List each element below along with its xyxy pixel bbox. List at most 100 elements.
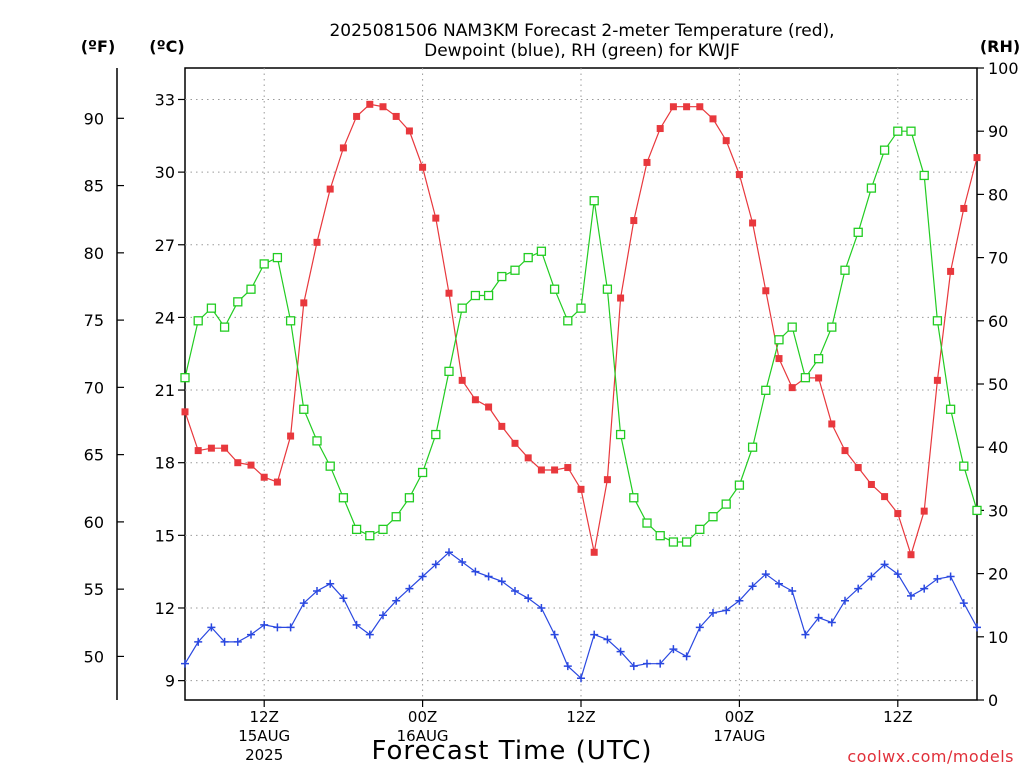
rh-point-2 <box>206 303 217 313</box>
celsius-tick-label-12: 12 <box>155 599 175 618</box>
dewpoint-point-46 <box>788 587 797 596</box>
dewpoint-point-19 <box>431 560 440 569</box>
rh-point-21 <box>457 303 467 313</box>
rh-point-27 <box>536 246 547 256</box>
temperature-point-29 <box>564 464 572 472</box>
temperature-point-51 <box>854 464 862 472</box>
temperature-point-31 <box>590 548 598 556</box>
rh-point-38 <box>681 537 692 547</box>
dewpoint-point-21 <box>458 557 467 566</box>
rh-point-47 <box>800 373 811 383</box>
rh-point-58 <box>945 404 956 414</box>
rh-point-11 <box>325 461 335 471</box>
rh-point-43 <box>747 442 758 452</box>
time-tick-date-3: 17AUG <box>713 727 765 745</box>
temperature-point-42 <box>735 171 743 179</box>
dewpoint-point-49 <box>827 618 836 627</box>
dewpoint-point-28 <box>550 630 559 639</box>
temperature-point-10 <box>313 238 321 246</box>
rh-point-45 <box>774 335 784 345</box>
rh-tick-label-70: 70 <box>988 249 1008 268</box>
dewpoint-point-45 <box>775 579 783 588</box>
temperature-point-45 <box>775 355 783 363</box>
rh-point-8 <box>285 316 296 326</box>
rh-point-12 <box>338 493 349 503</box>
temperature-point-11 <box>326 185 334 193</box>
rh-tick-label-100: 100 <box>988 59 1019 78</box>
fahrenheit-tick-label-60: 60 <box>84 513 104 532</box>
rh-tick-label-60: 60 <box>988 312 1008 331</box>
dewpoint-point-59 <box>959 599 968 608</box>
dewpoint-point-41 <box>722 606 731 615</box>
fahrenheit-tick-label-65: 65 <box>84 446 104 465</box>
rh-point-53 <box>879 145 890 155</box>
rh-tick-label-80: 80 <box>988 185 1008 204</box>
temperature-point-33 <box>617 294 625 302</box>
temperature-point-6 <box>260 473 268 481</box>
dewpoint-point-8 <box>286 623 295 632</box>
rh-point-25 <box>510 265 520 275</box>
rh-point-26 <box>523 252 533 263</box>
temperature-point-12 <box>339 144 347 152</box>
temperature-point-55 <box>907 551 915 559</box>
rh-point-18 <box>417 467 428 478</box>
rh-point-31 <box>589 196 599 206</box>
temperature-point-27 <box>537 466 545 474</box>
dewpoint-point-34 <box>629 662 638 671</box>
rh-point-1 <box>193 316 203 326</box>
temperature-point-34 <box>630 217 638 225</box>
chart-title-line2: Dewpoint (blue), RH (green) for KWJF <box>424 41 740 61</box>
rh-point-16 <box>391 512 401 522</box>
rh-point-50 <box>840 265 850 275</box>
temperature-point-36 <box>656 125 664 133</box>
temperature-point-18 <box>419 163 427 171</box>
temperature-point-16 <box>392 112 400 120</box>
dewpoint-point-15 <box>379 611 387 620</box>
rh-point-9 <box>299 404 309 414</box>
time-tick-label-2: 12Z <box>566 708 595 726</box>
rh-point-54 <box>893 126 903 136</box>
dewpoint-point-52 <box>867 572 876 581</box>
dewpoint-point-35 <box>643 659 651 668</box>
x-axis-title: Forecast Time (UTC) <box>371 736 652 766</box>
temperature-point-56 <box>920 507 928 515</box>
rh-tick-label-0: 0 <box>988 691 998 710</box>
time-tick-label-1: 00Z <box>408 708 437 726</box>
temperature-point-48 <box>815 374 823 382</box>
temperature-point-41 <box>722 137 730 145</box>
dewpoint-point-5 <box>247 630 255 639</box>
dewpoint-point-43 <box>748 582 757 591</box>
dewpoint-point-32 <box>603 635 612 644</box>
credit-text: coolwx.com/models <box>847 747 1014 766</box>
rh-point-24 <box>497 271 507 282</box>
rh-point-35 <box>642 518 652 528</box>
rh-point-17 <box>404 493 415 503</box>
dewpoint-point-53 <box>880 560 889 569</box>
celsius-tick-label-24: 24 <box>155 308 175 327</box>
dewpoint-point-56 <box>920 584 929 593</box>
dewpoint-point-3 <box>220 637 229 646</box>
rh-tick-label-40: 40 <box>988 438 1008 457</box>
temperature-point-58 <box>947 267 955 275</box>
dewpoint-point-13 <box>352 620 361 629</box>
temperature-series <box>181 100 981 559</box>
time-tick-label-4: 12Z <box>883 708 912 726</box>
dewpoint-point-51 <box>854 584 863 593</box>
rh-point-10 <box>312 436 322 446</box>
rh-point-0 <box>180 373 190 383</box>
fahrenheit-tick-label-75: 75 <box>84 311 104 330</box>
dewpoint-point-55 <box>907 591 915 600</box>
dewpoint-series <box>181 548 981 683</box>
dewpoint-point-0 <box>181 659 189 668</box>
rh-point-48 <box>813 354 824 364</box>
rh-point-22 <box>470 290 481 301</box>
temperature-point-38 <box>683 103 691 111</box>
dewpoint-point-30 <box>577 674 585 683</box>
rh-point-13 <box>351 524 362 535</box>
rh-point-55 <box>906 126 916 136</box>
time-tick-year-0: 2025 <box>245 746 283 764</box>
rh-point-19 <box>431 429 441 440</box>
fahrenheit-tick-label-90: 90 <box>84 109 104 128</box>
temperature-point-37 <box>669 103 677 111</box>
